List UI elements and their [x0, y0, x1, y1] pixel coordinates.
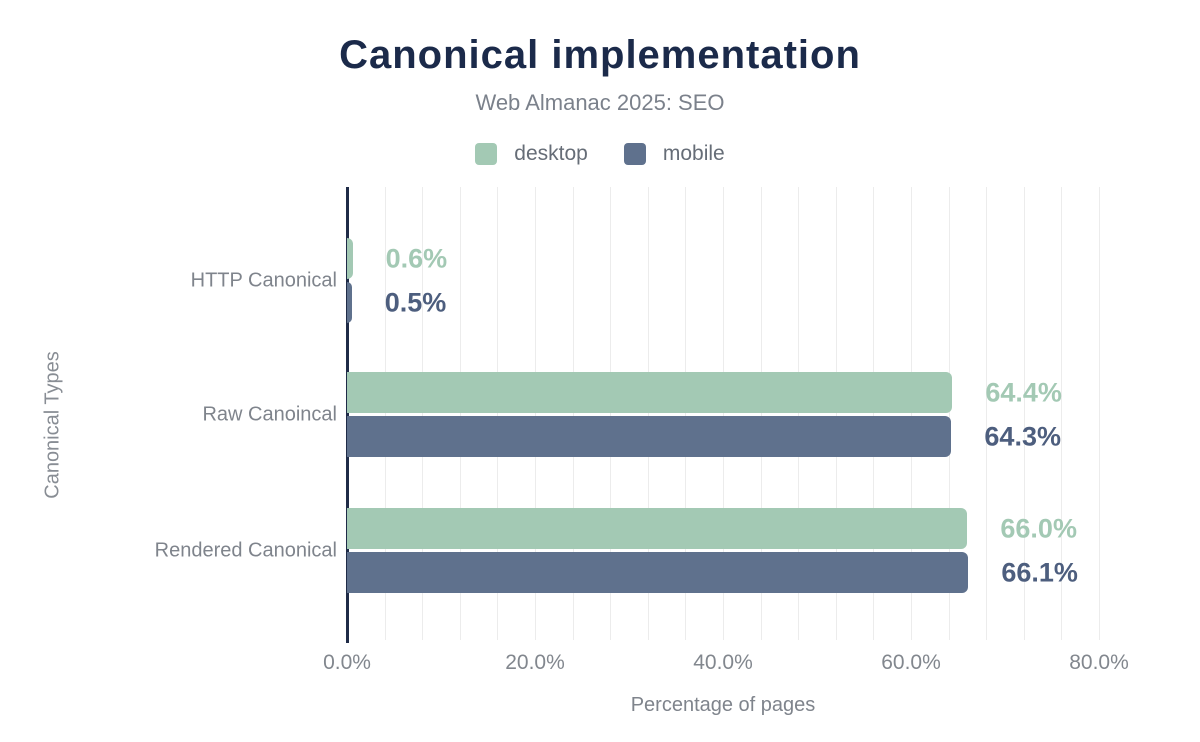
value-label: 66.1% [1001, 557, 1078, 587]
gridline [422, 187, 424, 640]
page-title: Canonical implementation [339, 33, 861, 77]
y-axis-title: Canonical Types [41, 351, 64, 499]
gridline [760, 187, 762, 640]
bar-desktop[interactable] [347, 238, 353, 279]
legend: desktop mobile [0, 142, 1200, 166]
x-tick-label: 60.0% [881, 651, 941, 674]
gridline [610, 187, 612, 640]
gridline [911, 187, 912, 640]
x-tick-label: 80.0% [1069, 651, 1129, 674]
gridline [1061, 187, 1063, 640]
value-label: 64.3% [984, 421, 1061, 451]
plot-area: HTTP Canonical 0.6% 0.5% Raw Canoincal 64.4%… [155, 187, 1100, 643]
category-label: Rendered Canonical [154, 539, 337, 561]
gridline [1023, 187, 1025, 640]
bar-mobile[interactable] [347, 416, 952, 457]
bar-desktop[interactable] [347, 508, 968, 549]
gridline [384, 187, 386, 640]
gridline [572, 187, 574, 640]
legend-item-mobile: mobile [623, 142, 725, 166]
x-tick-label: 0.0% [323, 651, 371, 674]
legend-label: mobile [662, 142, 725, 165]
gridline [1099, 187, 1100, 640]
x-tick-row: 0.0% 20.0% 40.0% 60.0% 80.0% [323, 651, 1129, 677]
gridline [798, 187, 800, 640]
gridline [685, 187, 687, 640]
bar-desktop[interactable] [347, 372, 953, 413]
x-tick-label: 20.0% [505, 651, 565, 674]
value-label: 0.6% [385, 243, 448, 273]
x-axis-title: Percentage of pages [630, 694, 816, 716]
gridline [459, 187, 461, 640]
bar-mobile[interactable] [347, 552, 969, 593]
gridline [873, 187, 875, 640]
y-axis-line [346, 187, 349, 643]
chart-subtitle: Web Almanac 2025: SEO [475, 90, 725, 115]
x-tick-label: 40.0% [693, 651, 753, 674]
legend-label: desktop [514, 142, 588, 165]
legend-item-desktop: desktop [475, 142, 588, 166]
category-label: HTTP Canonical [190, 269, 337, 291]
gridline [497, 187, 499, 640]
value-label: 66.0% [1000, 513, 1077, 543]
category-label: Raw Canoincal [202, 403, 337, 425]
legend-swatch-icon [475, 143, 498, 165]
legend-swatch-icon [623, 143, 646, 165]
gridline [535, 187, 536, 640]
value-label: 0.5% [384, 287, 447, 317]
gridline [647, 187, 649, 640]
value-label: 64.4% [985, 377, 1062, 407]
gridline [986, 187, 988, 640]
gridline [835, 187, 837, 640]
gridline [723, 187, 724, 640]
bar-mobile[interactable] [347, 282, 352, 323]
gridline [948, 187, 950, 640]
